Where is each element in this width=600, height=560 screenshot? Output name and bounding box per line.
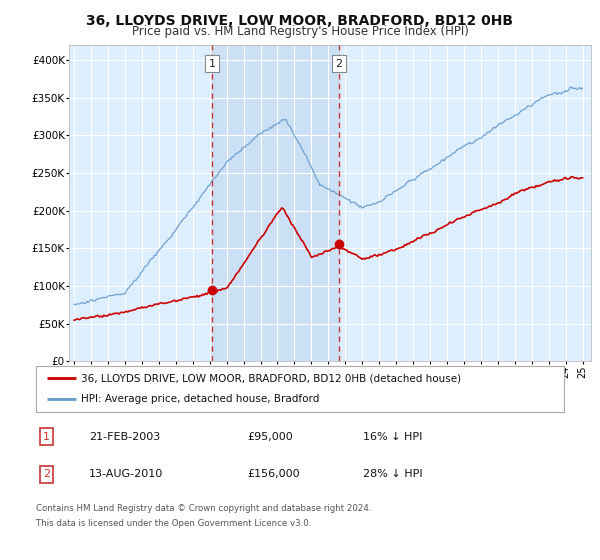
- Text: 16% ↓ HPI: 16% ↓ HPI: [364, 432, 423, 442]
- Text: £156,000: £156,000: [247, 469, 300, 479]
- Text: 21-FEB-2003: 21-FEB-2003: [89, 432, 160, 442]
- Text: Price paid vs. HM Land Registry's House Price Index (HPI): Price paid vs. HM Land Registry's House …: [131, 25, 469, 38]
- Text: 36, LLOYDS DRIVE, LOW MOOR, BRADFORD, BD12 0HB: 36, LLOYDS DRIVE, LOW MOOR, BRADFORD, BD…: [86, 14, 514, 28]
- Text: Contains HM Land Registry data © Crown copyright and database right 2024.: Contains HM Land Registry data © Crown c…: [36, 504, 371, 513]
- Text: 28% ↓ HPI: 28% ↓ HPI: [364, 469, 423, 479]
- Bar: [212, 45, 339, 361]
- Text: HPI: Average price, detached house, Bradford: HPI: Average price, detached house, Brad…: [81, 394, 319, 404]
- Text: 36, LLOYDS DRIVE, LOW MOOR, BRADFORD, BD12 0HB (detached house): 36, LLOYDS DRIVE, LOW MOOR, BRADFORD, BD…: [81, 373, 461, 383]
- Text: 1: 1: [208, 59, 215, 69]
- Text: This data is licensed under the Open Government Licence v3.0.: This data is licensed under the Open Gov…: [36, 519, 311, 528]
- Text: £95,000: £95,000: [247, 432, 293, 442]
- Text: 2: 2: [43, 469, 50, 479]
- Text: 13-AUG-2010: 13-AUG-2010: [89, 469, 163, 479]
- Text: 2: 2: [335, 59, 343, 69]
- Text: 1: 1: [43, 432, 50, 442]
